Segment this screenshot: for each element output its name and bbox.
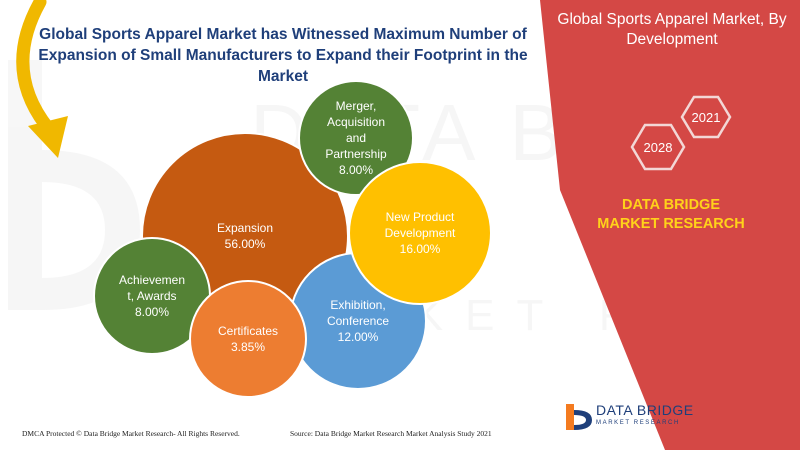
bubble-name-line: Exhibition, (330, 298, 385, 312)
bubble-name-line: New Product (386, 210, 455, 224)
bubble-value: 8.00% (339, 163, 373, 177)
footer-copyright: DMCA Protected © Data Bridge Market Rese… (22, 429, 240, 438)
bubble-label-expansion: Expansion 56.00% (217, 221, 273, 251)
bubble-name-line: and (346, 131, 366, 145)
logo-tagline: MARKET RESEARCH (596, 420, 680, 426)
bubble-label-certificates: Certificates 3.85% (218, 324, 278, 354)
bubble-label-merger-acquisition-and-partnership: Merger, Acquisition and Partnership 8.00% (325, 99, 387, 177)
curved-arrow-icon (16, 0, 68, 158)
bubble-circle-new-product-development (348, 161, 492, 305)
bubble-name-line: Expansion (217, 221, 273, 235)
bubble-value: 16.00% (400, 242, 441, 256)
year-hexagons: 2021 2028 (630, 95, 732, 171)
bubble-value: 8.00% (135, 305, 169, 319)
bubble-name-line: Achievemen (119, 273, 185, 287)
bubble-name-line: Certificates (218, 324, 278, 338)
bubble-circle-merger-acquisition-and-partnership (298, 80, 414, 196)
bubble-label-achievement-awards: Achievemen t, Awards 8.00% (119, 273, 185, 319)
panel-title: Global Sports Apparel Market, By Develop… (557, 11, 787, 48)
bubble-name-line: t, Awards (127, 289, 176, 303)
hexagon-icon (680, 95, 732, 139)
bubble-merger-acquisition-and-partnership: Merger, Acquisition and Partnership 8.00% (298, 80, 414, 196)
hexagon-icon (630, 123, 686, 171)
logo-name: DATA BRIDGE (596, 402, 694, 418)
bubble-name-line: Acquisition (327, 115, 385, 129)
bubble-certificates: Certificates 3.85% (189, 280, 307, 398)
data-bridge-logo-icon (566, 404, 592, 430)
bubble-name-line: Development (385, 226, 456, 240)
bubble-new-product-development: New Product Development 16.00% (348, 161, 492, 305)
bubble-label-new-product-development: New Product Development 16.00% (385, 210, 456, 256)
bubble-value: 3.85% (231, 340, 265, 354)
bubble-name-line: Partnership (325, 147, 387, 161)
year-end-label: 2028 (644, 140, 673, 155)
bubble-value: 56.00% (225, 237, 266, 251)
bubble-name-line: Merger, (336, 99, 377, 113)
bubbles-layer: Expansion 56.00% Exhibition, Conference 12.0… (93, 80, 492, 398)
footer-source: Source: Data Bridge Market Research Mark… (290, 429, 492, 438)
bubble-achievement-awards: Achievemen t, Awards 8.00% (93, 237, 211, 355)
bubble-value: 12.00% (338, 330, 379, 344)
bubble-label-exhibition-conference: Exhibition, Conference 12.00% (327, 298, 389, 344)
brand-title: DATA BRIDGE MARKET RESEARCH (597, 197, 745, 232)
year-start-label: 2021 (692, 110, 721, 125)
bubble-name-line: Conference (327, 314, 389, 328)
panel-background (540, 0, 800, 450)
page-title: Global Sports Apparel Market has Witness… (38, 26, 528, 85)
bubble-circle-certificates (189, 280, 307, 398)
